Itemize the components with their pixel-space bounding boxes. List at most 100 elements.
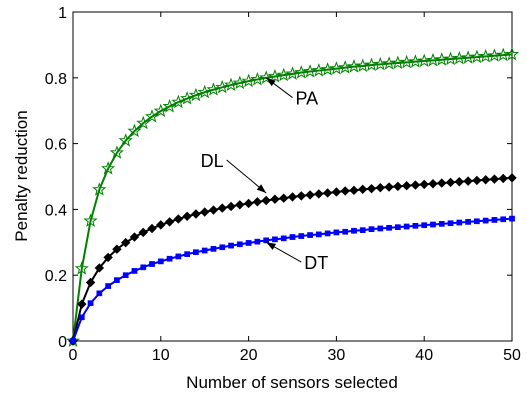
series-layer xyxy=(65,46,520,348)
data-point-dt xyxy=(438,221,445,227)
y-tick-label: 0.8 xyxy=(45,71,67,88)
data-point-dt xyxy=(105,283,111,289)
data-point-dt xyxy=(184,251,190,257)
data-point-dt xyxy=(456,219,463,226)
y-axis-label: Penalty reduction xyxy=(12,110,31,241)
x-tick-labels: 0 10 20 30 40 50 xyxy=(69,347,521,364)
data-point-dl xyxy=(129,232,140,242)
annotations: PA DL DT xyxy=(201,77,328,273)
data-point-pa xyxy=(153,103,168,118)
x-tick-label: 50 xyxy=(503,347,521,364)
data-point-dl xyxy=(349,185,359,196)
x-tick-label: 20 xyxy=(240,347,258,364)
data-point-pa xyxy=(188,87,204,102)
data-point-dt xyxy=(474,218,480,225)
data-point-dl xyxy=(191,209,201,219)
data-point-dt xyxy=(166,255,173,262)
data-point-dt xyxy=(280,235,287,242)
data-point-dl xyxy=(164,217,175,227)
data-point-dt xyxy=(289,234,296,240)
data-point-dl xyxy=(226,201,236,212)
annotation-arrowhead-pa xyxy=(266,77,276,87)
annotation-label-dl: DL xyxy=(201,151,224,171)
data-point-dl xyxy=(287,192,298,202)
data-point-pa xyxy=(215,79,230,94)
series-pa xyxy=(65,46,520,348)
data-point-pa xyxy=(74,261,89,275)
data-point-dt xyxy=(236,241,243,248)
data-point-pa xyxy=(223,77,239,92)
data-point-dt xyxy=(87,300,94,307)
data-point-dt xyxy=(78,314,85,321)
data-point-dl xyxy=(235,200,245,210)
series-dl xyxy=(68,173,517,346)
data-point-pa xyxy=(136,115,151,130)
data-point-dt xyxy=(359,227,366,233)
data-point-dl xyxy=(472,175,482,186)
data-point-dt xyxy=(96,290,103,297)
data-point-dl xyxy=(243,198,254,209)
data-point-dl xyxy=(279,193,289,203)
data-point-dl xyxy=(199,207,210,217)
data-point-pa xyxy=(127,123,142,138)
annotation-pa: PA xyxy=(265,77,318,109)
data-point-dt xyxy=(272,236,278,243)
series-dt xyxy=(70,215,515,344)
data-point-dl xyxy=(138,227,148,238)
y-tick-label: 1 xyxy=(58,5,67,22)
data-point-dl xyxy=(445,177,456,188)
data-point-dt xyxy=(157,258,164,265)
data-point-dl xyxy=(305,190,315,200)
data-point-pa xyxy=(232,75,247,90)
data-point-dt xyxy=(447,220,454,227)
data-point-dl xyxy=(156,220,166,230)
data-point-dl xyxy=(261,195,271,206)
data-point-dt xyxy=(403,223,410,230)
data-point-dl xyxy=(94,263,105,273)
data-point-pa xyxy=(162,98,177,113)
data-point-dt xyxy=(175,253,182,260)
data-point-dl xyxy=(384,182,394,192)
data-point-dl xyxy=(85,277,96,288)
data-point-dl xyxy=(252,197,263,207)
data-point-pa xyxy=(83,213,98,227)
data-point-dl xyxy=(366,183,377,194)
data-point-dl xyxy=(182,211,192,222)
data-point-dt xyxy=(421,222,428,229)
data-point-dl xyxy=(507,173,517,183)
data-point-dt xyxy=(307,232,313,238)
data-point-pa xyxy=(206,82,221,96)
data-point-pa xyxy=(144,109,160,123)
data-point-dl xyxy=(208,205,219,215)
y-tick-label: 0 xyxy=(58,334,67,351)
data-point-dt xyxy=(131,268,138,274)
data-point-dt xyxy=(509,215,515,222)
data-point-dt xyxy=(465,219,471,225)
data-point-dt xyxy=(298,233,305,239)
data-point-dt xyxy=(315,231,322,238)
data-point-dl xyxy=(393,181,403,192)
data-point-dl xyxy=(331,187,342,197)
annotation-dt: DT xyxy=(265,241,328,273)
data-point-dt xyxy=(386,224,392,231)
data-point-dt xyxy=(149,261,155,267)
data-point-dt xyxy=(193,249,199,256)
data-point-dt xyxy=(491,217,498,223)
data-point-dt xyxy=(245,240,252,246)
annotation-label-dt: DT xyxy=(304,253,328,273)
data-point-dl xyxy=(103,252,113,263)
data-point-dt xyxy=(122,272,129,279)
annotation-arrowhead-dt xyxy=(266,242,277,250)
data-point-dl xyxy=(120,237,131,248)
data-point-dl xyxy=(498,173,508,184)
data-point-dl xyxy=(112,244,122,254)
data-point-dt xyxy=(254,238,261,245)
data-point-dl xyxy=(314,189,324,199)
data-point-dl xyxy=(147,223,157,234)
y-tick-label: 0.6 xyxy=(45,137,67,154)
data-point-dt xyxy=(210,246,217,252)
data-point-pa xyxy=(118,133,133,147)
data-point-dt xyxy=(114,277,120,283)
data-point-dl xyxy=(437,178,447,188)
